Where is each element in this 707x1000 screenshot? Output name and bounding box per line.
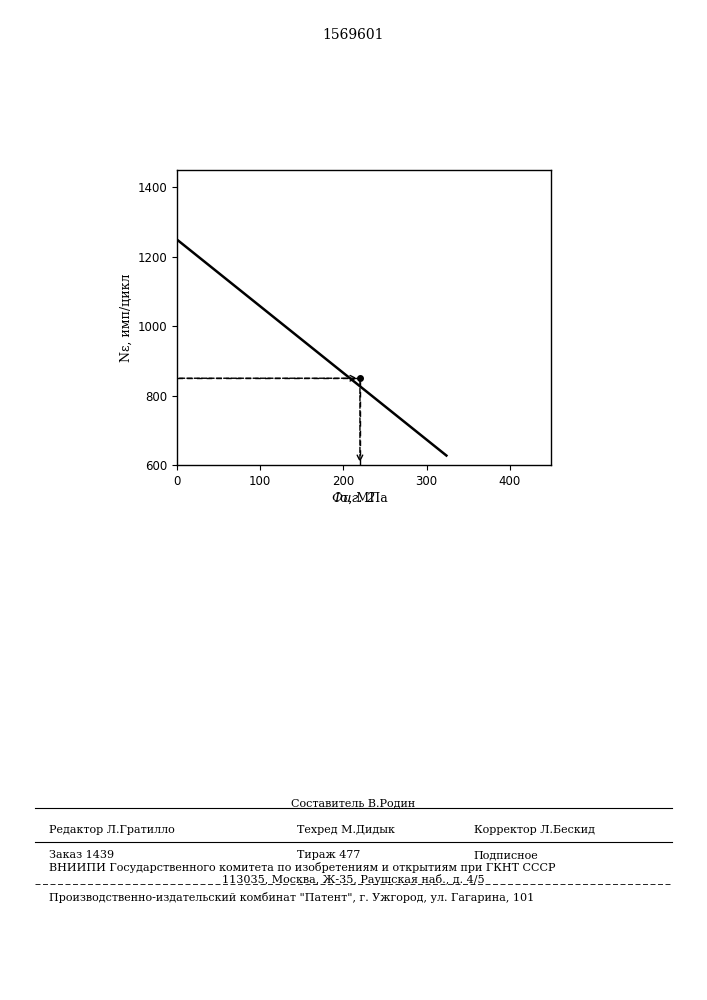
Text: Корректор Л.Бескид: Корректор Л.Бескид	[474, 825, 595, 835]
Text: Редактор Л.Гратилло: Редактор Л.Гратилло	[49, 825, 175, 835]
Text: Составитель В.Родин: Составитель В.Родин	[291, 798, 416, 808]
Text: Техред М.Дидык: Техред М.Дидык	[297, 825, 395, 835]
X-axis label: σ, МПа: σ, МПа	[340, 492, 388, 505]
Text: Подписное: Подписное	[474, 850, 539, 860]
Text: ВНИИПИ Государственного комитета по изобретениям и открытиям при ГКНТ СССР: ВНИИПИ Государственного комитета по изоб…	[49, 862, 556, 873]
Text: Тираж 477: Тираж 477	[297, 850, 361, 860]
Y-axis label: Nε, имп/цикл: Nε, имп/цикл	[120, 273, 133, 362]
Text: Фиг. 2: Фиг. 2	[332, 492, 375, 505]
Text: 113035, Москва, Ж-35, Раушская наб., д. 4/5: 113035, Москва, Ж-35, Раушская наб., д. …	[222, 874, 485, 885]
Text: Производственно-издательский комбинат "Патент", г. Ужгород, ул. Гагарина, 101: Производственно-издательский комбинат "П…	[49, 892, 534, 903]
Text: Заказ 1439: Заказ 1439	[49, 850, 115, 860]
Text: 1569601: 1569601	[323, 28, 384, 42]
